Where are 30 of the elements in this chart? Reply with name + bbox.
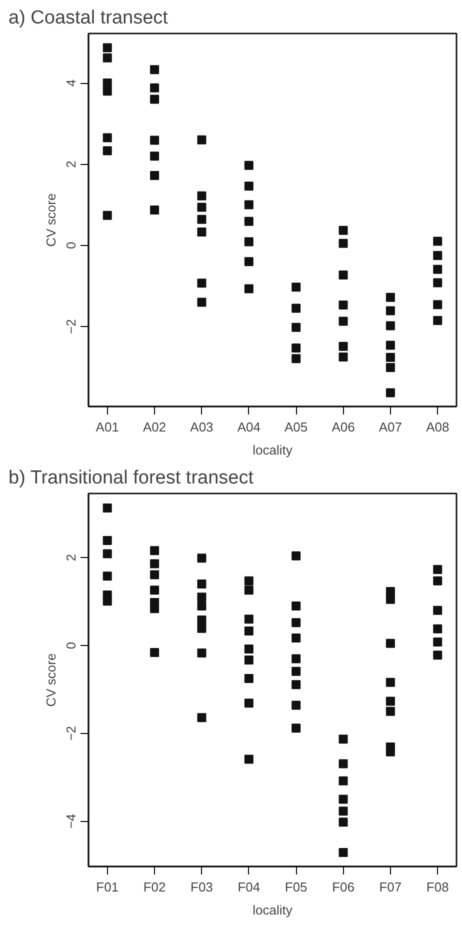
chart-title: b) Transitional forest transect [8, 468, 254, 488]
x-tick-label: A08 [426, 420, 450, 434]
x-tick-label: A04 [237, 420, 260, 434]
x-axis-title: locality [252, 902, 293, 918]
x-tick-label: A02 [142, 420, 166, 434]
y-tick-label: 2 [64, 554, 78, 562]
x-tick-label: F03 [190, 880, 213, 894]
x-tick-label: A06 [332, 420, 355, 434]
y-tick-label: 0 [64, 642, 78, 650]
x-tick-label: F01 [96, 880, 119, 894]
x-tick-label: F02 [143, 880, 166, 894]
chart-title: a) Coastal transect [8, 8, 169, 28]
y-axis-title: CV score [44, 653, 58, 707]
x-tick-label: A03 [190, 420, 214, 434]
y-tick-label: −2 [64, 319, 78, 334]
y-tick-label: 4 [64, 79, 78, 87]
x-tick-label: F05 [284, 880, 308, 894]
y-tick-label: −4 [64, 814, 78, 829]
x-axis-title: locality [252, 442, 293, 458]
x-tick-label: A01 [96, 420, 119, 434]
x-tick-label: A07 [378, 420, 402, 434]
x-tick-label: F06 [332, 880, 354, 894]
x-tick-label: F07 [379, 880, 402, 894]
x-tick-label: A05 [284, 420, 308, 434]
y-tick-label: 2 [64, 160, 78, 168]
x-tick-label: F04 [238, 880, 260, 894]
y-tick-label: −2 [64, 726, 78, 741]
y-axis-title: CV score [44, 193, 58, 247]
y-tick-label: 0 [64, 242, 78, 249]
x-tick-label: F08 [426, 880, 449, 894]
